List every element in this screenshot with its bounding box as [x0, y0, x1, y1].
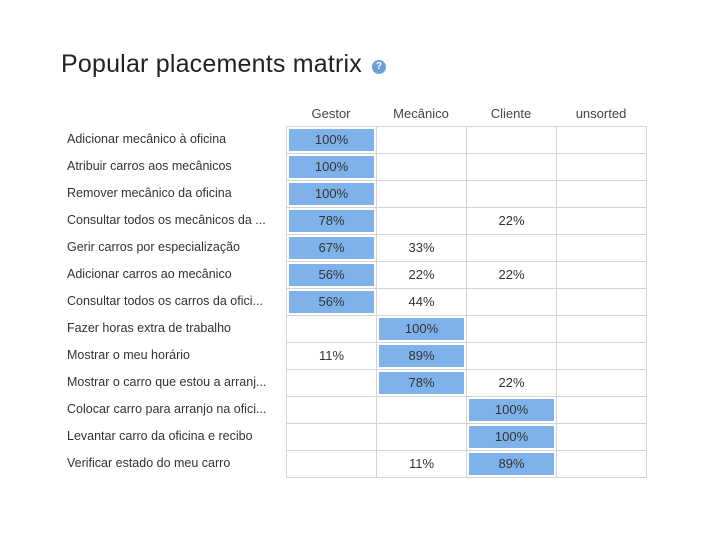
matrix-cell: 89%: [377, 343, 467, 370]
matrix-cell: [377, 154, 467, 181]
matrix-cell: [467, 154, 557, 181]
header-spacer: [61, 104, 286, 126]
matrix-cell: [557, 397, 647, 424]
matrix-cell: [557, 127, 647, 154]
column-header-unsorted: unsorted: [575, 106, 627, 121]
matrix-cell: [287, 451, 377, 478]
matrix-cell: 100%: [377, 316, 467, 343]
row-label: Adicionar mecânico à oficina: [67, 132, 227, 146]
matrix-cell: 100%: [467, 424, 557, 451]
matrix-cell: [467, 343, 557, 370]
matrix-cells: 100% 100% 100% 78% 22% 67% 33% 56% 22% 22% 56% 44% 1…: [286, 126, 647, 478]
matrix-cell: 78%: [377, 370, 467, 397]
row-label: Atribuir carros aos mecânicos: [67, 159, 232, 173]
matrix-cell: [557, 451, 647, 478]
matrix-cell: [377, 397, 467, 424]
matrix-cell: 11%: [377, 451, 467, 478]
matrix-row: 11% 89%: [287, 343, 647, 370]
matrix-cell: 44%: [377, 289, 467, 316]
column-header-cliente: Cliente: [490, 106, 532, 121]
row-label: Mostrar o meu horário: [67, 348, 190, 362]
matrix-cell: 89%: [467, 451, 557, 478]
matrix-cell: [557, 208, 647, 235]
matrix-cell: 11%: [287, 343, 377, 370]
matrix-cell: [377, 181, 467, 208]
help-icon[interactable]: ?: [371, 60, 386, 74]
column-header-row: Gestor Mecânico Cliente unsorted: [61, 104, 647, 126]
column-header-mecanico: Mecânico: [393, 106, 449, 121]
title-row: Popular placements matrix ?: [61, 50, 386, 79]
matrix-cell: [467, 127, 557, 154]
matrix-row: 67% 33%: [287, 235, 647, 262]
matrix-row: 78% 22%: [287, 208, 647, 235]
row-label: Levantar carro da oficina e recibo: [67, 429, 253, 443]
row-label: Remover mecânico da oficina: [67, 186, 232, 200]
matrix-cell: 56%: [287, 289, 377, 316]
matrix-cell: [467, 181, 557, 208]
matrix-row: 11% 89%: [287, 451, 647, 478]
matrix-cell: 22%: [467, 208, 557, 235]
matrix-cell: [467, 235, 557, 262]
page-title: Popular placements matrix: [61, 50, 362, 78]
column-header-gestor: Gestor: [311, 106, 351, 121]
matrix-cell: [287, 316, 377, 343]
matrix-row: 56% 44%: [287, 289, 647, 316]
matrix-grid: Adicionar mecânico à oficina Atribuir car…: [61, 126, 647, 478]
row-label: Consultar todos os carros da ofici...: [67, 294, 263, 308]
matrix-cell: 22%: [377, 262, 467, 289]
matrix-cell: 100%: [467, 397, 557, 424]
matrix-cell: 22%: [467, 370, 557, 397]
matrix-cell: [557, 424, 647, 451]
matrix-cell: [377, 208, 467, 235]
matrix-cell: [557, 262, 647, 289]
matrix-row: 100%: [287, 424, 647, 451]
row-label: Fazer horas extra de trabalho: [67, 321, 231, 335]
row-label: Mostrar o carro que estou a arranj...: [67, 375, 267, 389]
matrix-cell: 22%: [467, 262, 557, 289]
matrix-cell: [287, 397, 377, 424]
matrix-cell: [467, 316, 557, 343]
matrix-cell: [557, 316, 647, 343]
matrix-cell: 100%: [287, 127, 377, 154]
matrix-row: 56% 22% 22%: [287, 262, 647, 289]
matrix-cell: [557, 154, 647, 181]
row-label: Gerir carros por especialização: [67, 240, 240, 254]
matrix-cell: [557, 289, 647, 316]
matrix-row: 100%: [287, 397, 647, 424]
placements-matrix: Gestor Mecânico Cliente unsorted Adicion…: [61, 104, 647, 478]
matrix-cell: [557, 181, 647, 208]
row-label: Colocar carro para arranjo na ofici...: [67, 402, 267, 416]
matrix-cell: [557, 343, 647, 370]
matrix-row: 78% 22%: [287, 370, 647, 397]
matrix-cell: [557, 235, 647, 262]
row-label: Consultar todos os mecânicos da ...: [67, 213, 266, 227]
matrix-row: 100%: [287, 316, 647, 343]
matrix-cell: [377, 127, 467, 154]
row-label: Adicionar carros ao mecânico: [67, 267, 232, 281]
matrix-cell: 78%: [287, 208, 377, 235]
matrix-cell: [287, 370, 377, 397]
matrix-row: 100%: [287, 127, 647, 154]
matrix-row: 100%: [287, 181, 647, 208]
matrix-cell: 33%: [377, 235, 467, 262]
matrix-cell: 67%: [287, 235, 377, 262]
matrix-cell: 100%: [287, 154, 377, 181]
row-label: Verificar estado do meu carro: [67, 456, 231, 470]
matrix-cell: 56%: [287, 262, 377, 289]
matrix-cell: [377, 424, 467, 451]
matrix-row: 100%: [287, 154, 647, 181]
row-labels: Adicionar mecânico à oficina Atribuir car…: [61, 126, 286, 478]
matrix-cell: 100%: [287, 181, 377, 208]
matrix-cell: [467, 289, 557, 316]
matrix-cell: [287, 424, 377, 451]
matrix-cell: [557, 370, 647, 397]
